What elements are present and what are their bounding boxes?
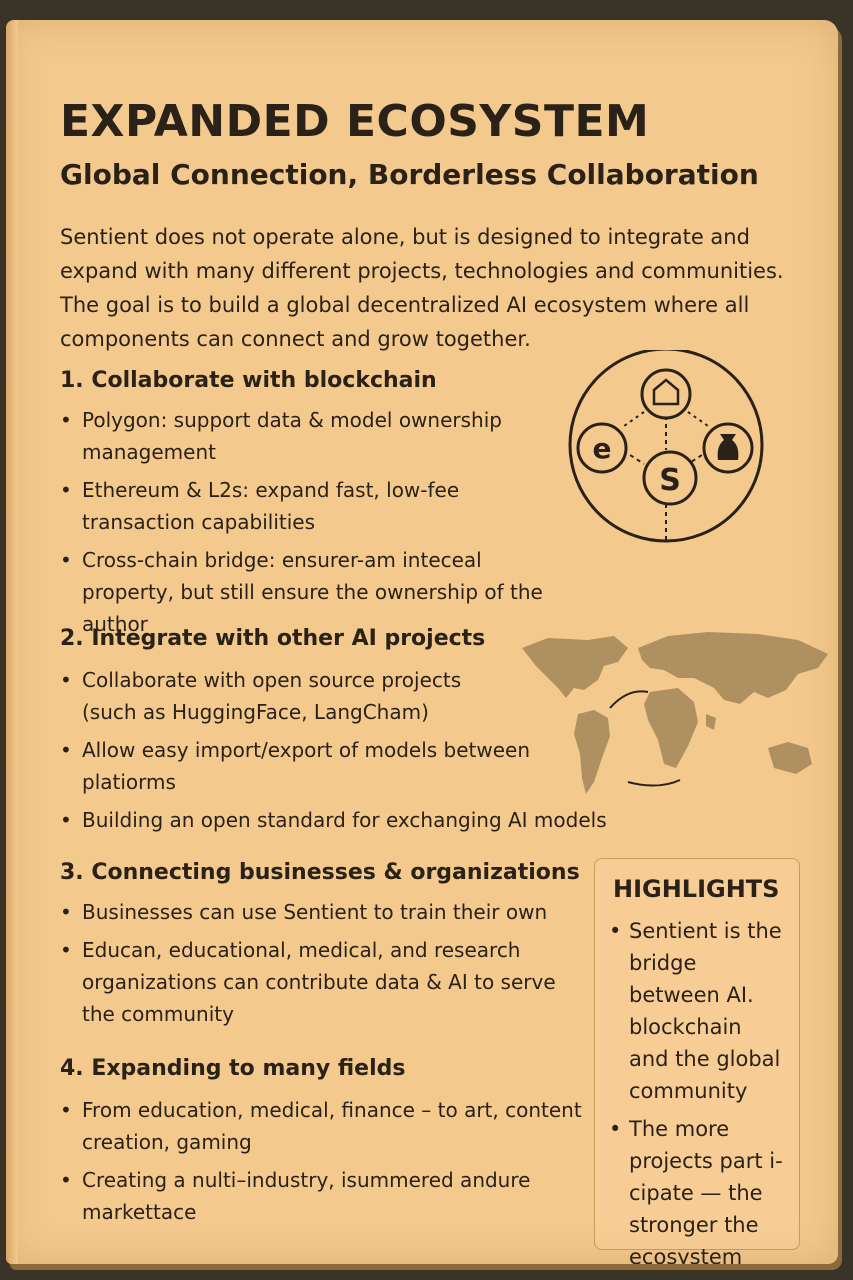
page-subtitle: Global Connection, Borderless Collaborat…: [60, 158, 759, 191]
highlight-item: The more projects part i-cipate — the st…: [609, 1113, 787, 1264]
intro-paragraph: Sentient does not operate alone, but is …: [60, 225, 784, 351]
s-logo-icon: S: [642, 450, 698, 506]
section-list-businesses: Businesses can use Sentient to train the…: [58, 896, 578, 1036]
list-item: Creating a nulti–industry, isummered and…: [58, 1164, 582, 1228]
highlights-box: HIGHLIGHTS Sentient is the bridge betwee…: [594, 858, 800, 1264]
page-spine: [6, 20, 18, 1264]
section-title-blockchain: 1. Collaborate with blockchain: [60, 368, 437, 393]
list-item: Businesses can use Sentient to train the…: [58, 896, 578, 928]
list-item: Allow easy import/export of models betwe…: [58, 734, 542, 798]
section-list-blockchain: Polygon: support data & model ownership …: [58, 404, 558, 646]
home-icon: [640, 368, 692, 420]
list-item: Polygon: support data & model ownership …: [58, 404, 558, 468]
list-item: Ethereum & L2s: expand fast, low-fee tra…: [58, 474, 558, 538]
e-logo-icon: e: [576, 422, 628, 474]
network-nodes-icon: e S: [568, 350, 764, 543]
notebook-page: EXPANDED ECOSYSTEM Global Connection, Bo…: [6, 20, 838, 1264]
world-map-icon: [522, 632, 828, 794]
svg-text:e: e: [593, 432, 612, 465]
highlights-title: HIGHLIGHTS: [613, 875, 780, 903]
svg-text:S: S: [659, 463, 681, 498]
list-item: Cross-chain bridge: ensurer-am inteceal …: [58, 544, 558, 640]
list-item: Building an open standard for exchanging…: [58, 804, 638, 836]
highlights-list: Sentient is the bridge between AI. block…: [609, 915, 787, 1264]
list-item: From education, medical, finance – to ar…: [58, 1094, 582, 1158]
highlight-item: Sentient is the bridge between AI. block…: [609, 915, 787, 1107]
money-bag-icon: [702, 422, 754, 474]
list-item: Educan, educational, medical, and resear…: [58, 934, 578, 1030]
list-item: Collaborate with open source projects (s…: [58, 664, 502, 728]
section-list-ai-projects: Collaborate with open source projects (s…: [58, 664, 638, 842]
section-list-fields: From education, medical, finance – to ar…: [58, 1094, 582, 1234]
page-title: EXPANDED ECOSYSTEM: [60, 96, 650, 147]
section-title-businesses: 3. Connecting businesses & organizations: [60, 860, 580, 885]
section-title-ai-projects: 2. Integrate with other AI projects: [60, 626, 486, 651]
section-title-fields: 4. Expanding to many fields: [60, 1056, 406, 1081]
